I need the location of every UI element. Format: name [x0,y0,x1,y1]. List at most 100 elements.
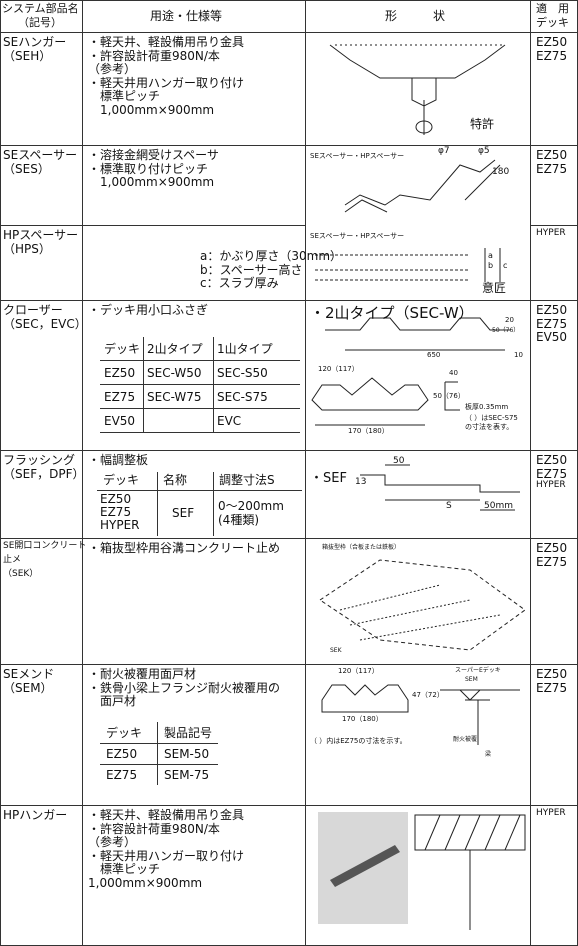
text: EZ50 [536,148,568,162]
text: （ ）はSEC-S75 [465,414,518,422]
text: ・軽天井用ハンガー取り付け [88,75,245,90]
sem-shape [321,684,409,713]
text: 耐火被覆 [453,736,478,743]
sek-shape [319,559,526,651]
text: （記号） [18,16,62,29]
text: ・耐火被覆用面戸材 [88,667,197,681]
text: クローザー [3,303,63,317]
text: 梁 [485,751,492,758]
text: 1,000mm×900mm [88,102,215,117]
text: スーパーEデッキ [455,667,501,674]
text: EZ75 [104,390,136,404]
text: SEC-W50 [147,366,202,380]
closer-shape [325,317,510,331]
text: デッキ [536,16,569,29]
text: 1山タイプ [217,342,273,356]
text: EZ50 [104,366,136,380]
text: φ5 [478,146,490,156]
text: 20 [505,316,514,324]
row-rule [0,450,578,451]
text: 1,000mm×900mm [88,175,215,189]
text: ・軽天井、軽設備用吊り金具 [88,808,245,822]
text: （SEC，EVC） [3,317,87,331]
sem-detail [440,689,520,745]
photo-hanger [330,845,400,887]
text: 名称 [163,473,188,487]
closer-detail [311,377,429,411]
spacer-shape [344,159,496,213]
text: SEメンド [3,667,55,681]
text: EVC [217,414,242,428]
text: （SEK） [3,569,39,579]
table-rule [100,408,300,409]
sek-lines [339,584,501,641]
text: （SEF，DPF） [3,467,85,481]
deck-shape [329,44,506,79]
text: 180 [492,167,510,177]
text: a [488,251,493,260]
text: （参考） [88,62,137,76]
text: ・軽天井、軽設備用吊り金具 [88,35,245,49]
sef-shape [360,474,520,493]
text: 50（76） [492,327,520,334]
row-rule [530,225,578,226]
row-rule [0,300,578,301]
text: ・溶接金網受けスペーサ [88,148,219,162]
table-rule [97,490,302,491]
text: SEC-W75 [147,390,202,404]
text: SE開口コンクリート [3,541,87,551]
table-rule [100,360,300,361]
text: SEスペーサー・HPスペーサー [310,152,405,160]
text: 40 [449,369,458,377]
text: 2山タイプ [147,342,203,356]
text: SEハンガー [3,35,67,49]
text: HPスペーサー [3,228,79,242]
hp-section [414,814,526,851]
text: b：スペーサー高さ [200,262,303,277]
row-rule [0,225,305,226]
col-rule [0,0,1,946]
text: 120（117） [318,365,359,373]
col-rule [305,0,306,946]
text: EZ50 [106,747,138,761]
text: φ7 [438,146,450,156]
table-rule [100,743,218,744]
text: EZ75 [536,680,568,695]
row-rule [0,664,578,665]
text: フラッシング [3,453,76,467]
text: システム部品名 [2,2,79,15]
text: EV50 [104,414,136,428]
text: EZ50 [536,303,568,317]
text: SEスペーサー [3,148,78,162]
text: 用途・仕様等 [150,9,223,23]
text: の寸法を表す。 [465,423,514,431]
text: （HPS） [3,242,51,256]
row-rule [0,0,578,1]
text: HYPER [536,228,566,238]
text: 170（180） [348,427,389,435]
table-rule [100,764,218,765]
text: 170（180） [342,715,383,723]
text: SEC-S50 [217,366,268,380]
text: S [446,501,452,511]
text: ・デッキ用小口ふさぎ [88,303,209,317]
text: 120（117） [338,667,379,675]
text: EZ75 [536,48,568,63]
text: 650 [427,351,441,359]
text: ・箱抜型枠用谷溝コンクリート止め [88,541,281,555]
text: EZ75 [536,554,568,569]
text: HYPER [100,518,140,532]
text: 面戸材 [88,694,137,708]
text: HPハンガー [3,808,68,822]
table-rule [100,384,300,385]
text: EZ75 [100,505,132,519]
text: HYPER [536,808,566,818]
text: c：スラブ厚み [200,276,279,290]
table-rule [100,432,300,433]
text: 50（76） [433,392,465,400]
table-rule [157,472,158,536]
text: 0～200mm [218,499,284,513]
hanger [411,78,437,135]
